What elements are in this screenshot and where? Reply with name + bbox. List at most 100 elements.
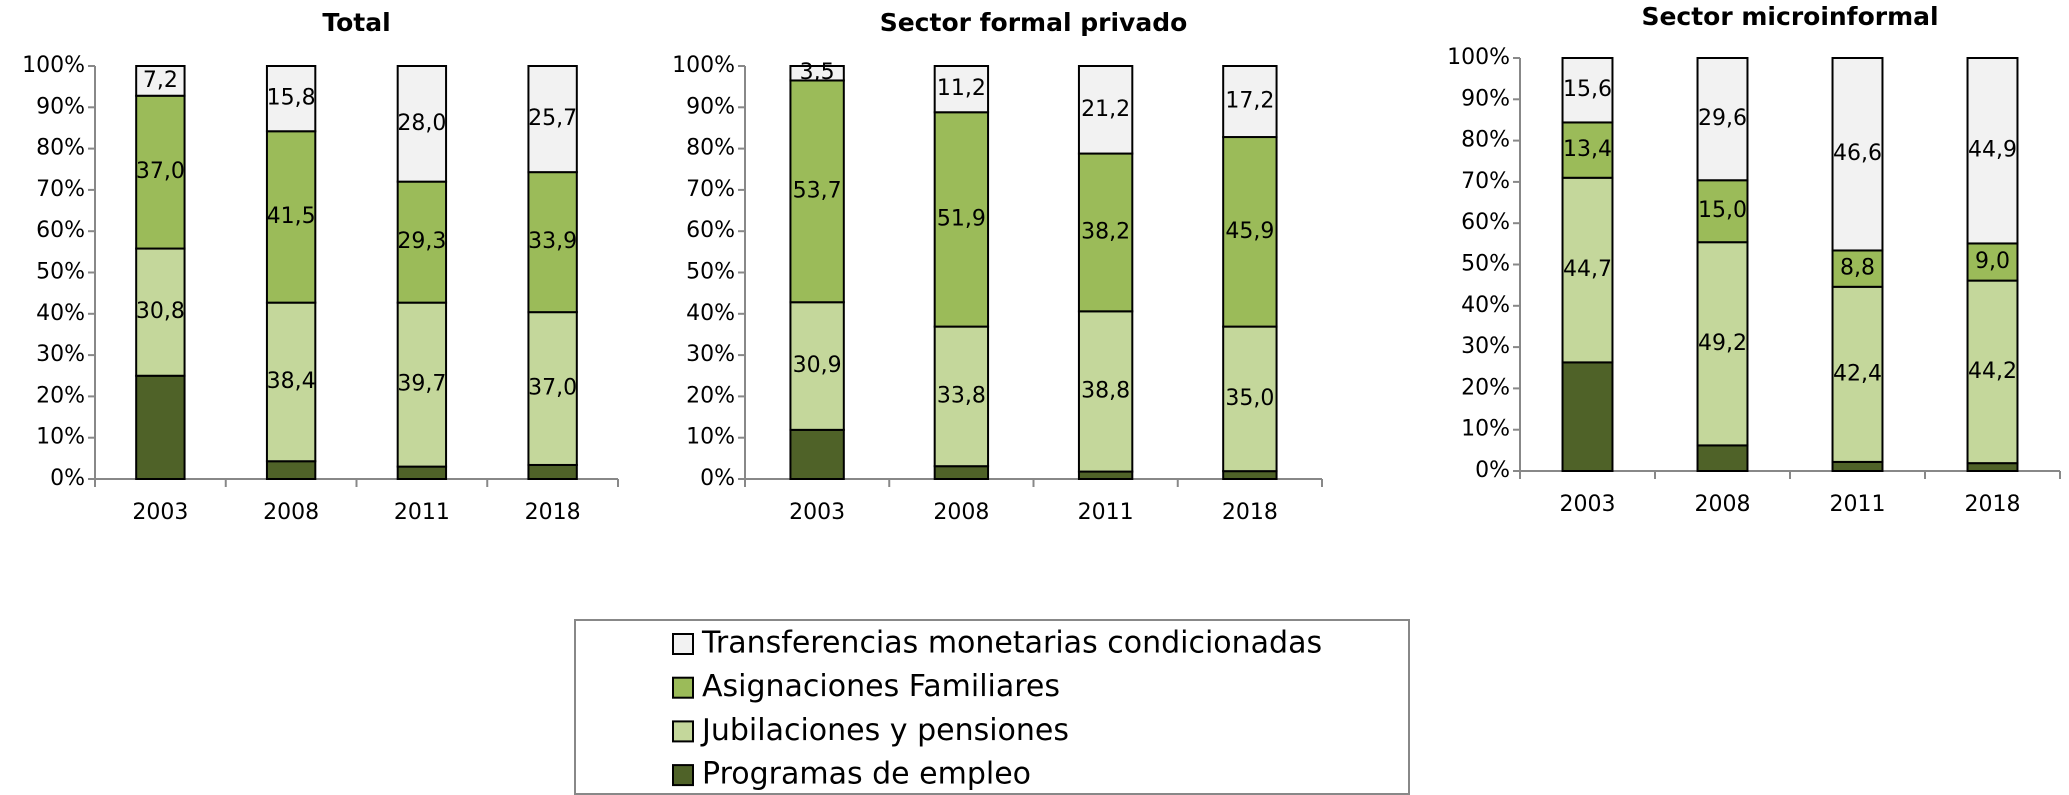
chart-title: Sector formal privado	[880, 8, 1188, 37]
data-label: 51,9	[937, 206, 986, 231]
y-tick-label: 0%	[1475, 458, 1510, 483]
data-label: 46,6	[1833, 141, 1882, 166]
bar-segment	[1222, 136, 1278, 328]
x-tick-label: 2018	[1222, 500, 1278, 525]
data-label: 29,6	[1698, 106, 1747, 131]
chart-title: Sector microinformal	[1641, 2, 1938, 31]
y-tick-label: 0%	[50, 466, 85, 491]
bar-segment	[265, 65, 317, 133]
chart-title: Total	[322, 8, 390, 37]
y-tick-label: 40%	[36, 301, 85, 326]
x-tick-label: 2011	[1078, 500, 1134, 525]
bar-segment	[1831, 460, 1884, 473]
x-tick-label: 2018	[525, 500, 581, 525]
y-tick-label: 70%	[36, 177, 85, 202]
bar-segment	[1966, 242, 2019, 282]
bar-segment	[1077, 65, 1134, 155]
y-tick-label: 0%	[700, 466, 735, 491]
x-tick-label: 2003	[132, 500, 188, 525]
data-label: 7,2	[143, 68, 178, 93]
data-label: 37,0	[528, 376, 577, 401]
x-tick-label: 2011	[1830, 492, 1886, 517]
y-tick-label: 10%	[1461, 417, 1510, 442]
data-label: 37,0	[136, 159, 185, 184]
bar-segment	[1696, 444, 1749, 473]
legend-label: Programas de empleo	[702, 757, 1031, 792]
bar-segment	[933, 465, 990, 480]
bar-segment	[933, 111, 990, 328]
bar-segment	[396, 180, 448, 304]
bar-segment	[265, 301, 317, 463]
y-tick-label: 50%	[686, 260, 735, 285]
bar-segment	[933, 325, 990, 468]
x-tick-label: 2008	[263, 500, 319, 525]
y-tick-label: 100%	[672, 53, 735, 78]
x-tick-label: 2018	[1965, 492, 2021, 517]
legend-swatch	[672, 676, 694, 699]
legend-label: Jubilaciones y pensiones	[700, 713, 1069, 748]
bar-segment	[933, 65, 990, 114]
data-label: 42,4	[1833, 361, 1882, 386]
data-label: 44,7	[1563, 257, 1612, 282]
bar-segment	[396, 465, 448, 480]
bar-segment	[396, 65, 448, 183]
data-label: 41,5	[267, 204, 316, 229]
y-tick-label: 80%	[36, 136, 85, 161]
bar-segment	[527, 311, 578, 466]
x-tick-label: 2011	[394, 500, 450, 525]
data-label: 8,8	[1840, 256, 1875, 281]
legend-swatch	[672, 764, 694, 787]
y-tick-label: 30%	[1461, 334, 1510, 359]
y-tick-label: 60%	[36, 218, 85, 243]
y-tick-label: 50%	[1461, 252, 1510, 277]
data-label: 49,2	[1698, 331, 1747, 356]
bar-segment	[1966, 57, 2019, 245]
bar-segment	[789, 428, 845, 480]
bar-segment	[265, 130, 317, 304]
data-label: 53,7	[793, 178, 842, 203]
data-label: 38,8	[1081, 378, 1130, 403]
bar-segment	[135, 374, 186, 480]
data-label: 25,7	[528, 106, 577, 131]
bar-segment	[1077, 470, 1134, 481]
y-tick-label: 80%	[686, 136, 735, 161]
data-label: 33,9	[528, 229, 577, 254]
y-tick-label: 10%	[686, 425, 735, 450]
data-label: 45,9	[1225, 219, 1274, 244]
data-label: 13,4	[1563, 137, 1612, 162]
legend-box	[574, 619, 1410, 795]
data-label: 30,9	[793, 353, 842, 378]
y-tick-label: 10%	[36, 425, 85, 450]
bar-segment	[1077, 152, 1134, 313]
y-tick-label: 90%	[686, 94, 735, 119]
y-tick-label: 100%	[22, 53, 85, 78]
y-tick-label: 60%	[1461, 210, 1510, 235]
legend-swatch	[672, 633, 694, 655]
y-tick-label: 90%	[1461, 86, 1510, 111]
y-tick-label: 20%	[1461, 375, 1510, 400]
bar-segment	[527, 65, 578, 174]
data-label: 17,2	[1225, 89, 1274, 114]
data-label: 3,5	[800, 60, 835, 85]
data-label: 15,8	[267, 86, 316, 111]
y-tick-label: 70%	[1461, 169, 1510, 194]
y-tick-label: 30%	[36, 342, 85, 367]
bar-segment	[527, 463, 578, 481]
data-label: 33,8	[937, 383, 986, 408]
data-label: 11,2	[937, 76, 986, 101]
y-tick-label: 80%	[1461, 128, 1510, 153]
data-label: 28,0	[397, 111, 446, 136]
y-tick-label: 50%	[36, 260, 85, 285]
data-label: 30,8	[136, 299, 185, 324]
bar-segment	[265, 460, 317, 480]
y-tick-label: 100%	[1447, 45, 1510, 70]
bar-segment	[527, 171, 578, 314]
data-label: 39,7	[397, 372, 446, 397]
data-label: 9,0	[1975, 249, 2010, 274]
bar-segment	[1561, 176, 1614, 364]
x-tick-label: 2008	[1695, 492, 1751, 517]
data-label: 38,2	[1081, 219, 1130, 244]
bar-segment	[1696, 57, 1749, 182]
bar-segment	[1966, 462, 2019, 473]
